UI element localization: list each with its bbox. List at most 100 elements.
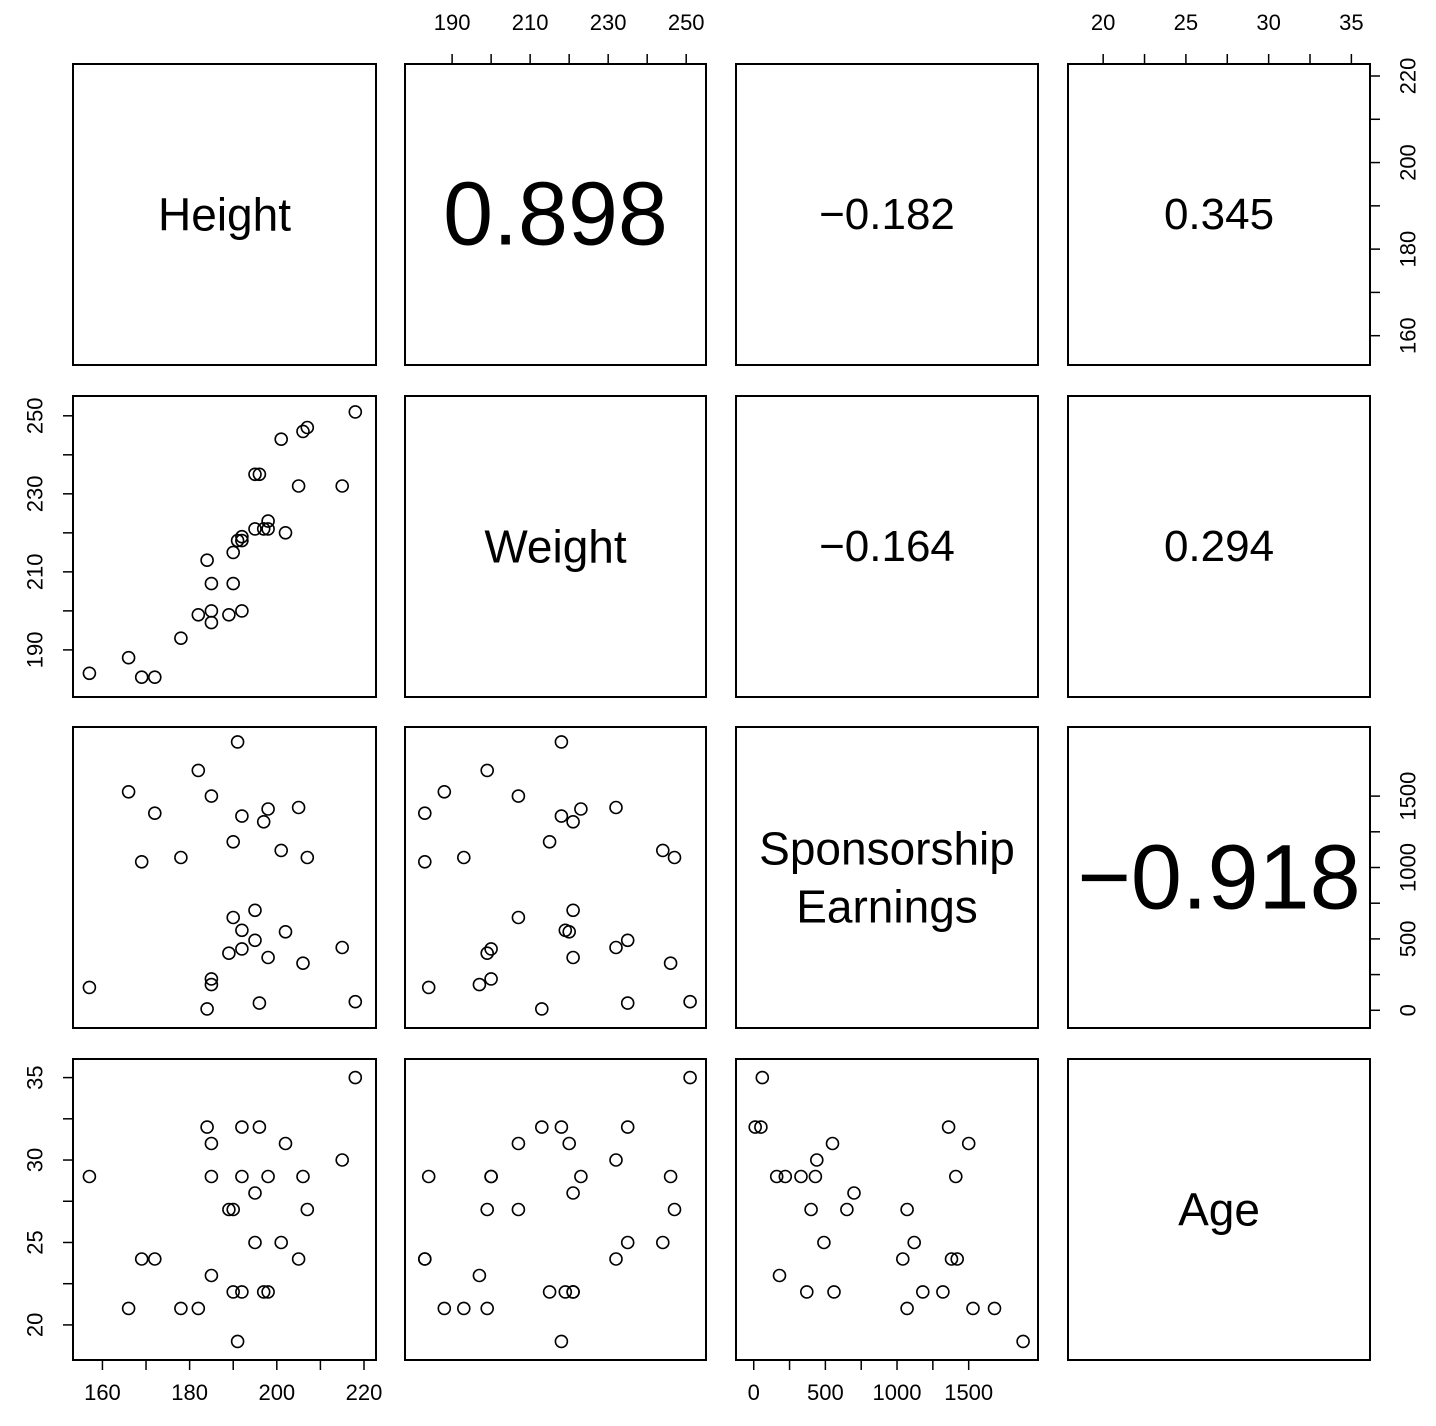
point-sponsorship-earnings-vs-height-15	[235, 923, 249, 938]
tick-label-sponsorship-earnings: 1000	[873, 1380, 922, 1405]
point-weight-vs-height-14	[235, 604, 249, 618]
point-sponsorship-earnings-vs-weight-13	[554, 735, 569, 749]
point-age-vs-weight-21	[574, 1169, 588, 1184]
point-weight-vs-height-20	[256, 522, 271, 536]
point-sponsorship-earnings-vs-height-25	[291, 800, 306, 815]
panel-weight-vs-sponsorship-earnings	[735, 395, 1039, 698]
point-sponsorship-earnings-vs-weight-0	[421, 980, 436, 995]
point-sponsorship-earnings-vs-weight-4	[456, 850, 471, 865]
point-weight-vs-height-5	[191, 607, 206, 622]
point-age-vs-height-27	[300, 1202, 315, 1217]
point-age-vs-sponsorship-earnings-18	[817, 1235, 831, 1250]
point-weight-vs-height-10	[222, 607, 236, 622]
point-age-vs-weight-5	[480, 1301, 495, 1316]
point-sponsorship-earnings-vs-weight-1	[437, 784, 452, 799]
point-age-vs-height-13	[230, 1334, 245, 1349]
point-weight-vs-height-21	[261, 514, 275, 528]
tick-label-sponsorship-earnings: 1500	[944, 1380, 993, 1405]
point-age-vs-height-28	[335, 1153, 350, 1167]
point-age-vs-sponsorship-earnings-20	[936, 1285, 950, 1299]
point-age-vs-sponsorship-earnings-3	[944, 1252, 959, 1266]
point-sponsorship-earnings-vs-height-21	[261, 802, 275, 816]
point-weight-vs-height-16	[235, 533, 249, 548]
tick-label-height: 200	[258, 1380, 295, 1405]
point-age-vs-weight-9	[472, 1268, 487, 1283]
correlation-weight-sponsorship-earnings: −0.164	[819, 522, 955, 571]
tick-label-age: 25	[23, 1230, 48, 1254]
tick-label-weight: 210	[23, 553, 48, 590]
point-age-vs-weight-22	[566, 1285, 580, 1299]
point-sponsorship-earnings-vs-weight-11	[542, 834, 557, 849]
point-weight-vs-height-4	[174, 631, 188, 646]
point-sponsorship-earnings-vs-height-3	[148, 806, 162, 821]
point-age-vs-sponsorship-earnings-2	[895, 1252, 910, 1266]
tick-label-weight: 190	[23, 632, 48, 669]
point-age-vs-height-4	[174, 1301, 188, 1316]
point-age-vs-height-26	[296, 1169, 310, 1184]
point-age-vs-sponsorship-earnings-13	[1016, 1334, 1030, 1349]
point-weight-vs-height-3	[148, 670, 162, 685]
point-sponsorship-earnings-vs-weight-27	[667, 850, 682, 865]
point-sponsorship-earnings-vs-height-6	[200, 1002, 214, 1016]
point-age-vs-weight-14	[484, 1169, 498, 1184]
tick-label-sponsorship-earnings: 1500	[1396, 772, 1421, 821]
point-age-vs-sponsorship-earnings-1	[966, 1301, 980, 1316]
correlation-sponsorship-earnings-age: −0.918	[1077, 827, 1360, 929]
point-sponsorship-earnings-vs-height-9	[204, 977, 219, 992]
point-age-vs-sponsorship-earnings-5	[987, 1301, 1002, 1316]
point-age-vs-weight-7	[511, 1136, 526, 1151]
point-sponsorship-earnings-vs-weight-29	[683, 994, 697, 1009]
point-sponsorship-earnings-vs-weight-7	[511, 789, 526, 803]
point-age-vs-weight-4	[456, 1301, 471, 1316]
point-age-vs-sponsorship-earnings-22	[799, 1285, 814, 1299]
tick-label-sponsorship-earnings: 500	[1396, 921, 1421, 958]
panel-height-vs-height	[72, 63, 377, 366]
variable-label-sponsorship-earnings: Earnings	[796, 881, 978, 933]
point-age-vs-height-0	[82, 1169, 97, 1184]
point-age-vs-sponsorship-earnings-6	[748, 1120, 763, 1134]
point-weight-vs-height-27	[300, 420, 315, 435]
point-sponsorship-earnings-vs-weight-24	[562, 924, 577, 939]
correlation-height-age: 0.345	[1164, 190, 1274, 239]
tick-label-height: 160	[84, 1380, 121, 1405]
point-sponsorship-earnings-vs-height-19	[252, 996, 267, 1010]
point-age-vs-weight-3	[417, 1252, 432, 1266]
point-age-vs-weight-28	[609, 1153, 623, 1167]
point-age-vs-height-21	[261, 1169, 275, 1184]
point-age-vs-height-20	[256, 1285, 271, 1299]
tick-label-sponsorship-earnings: 0	[748, 1380, 760, 1405]
tick-label-height: 220	[346, 1380, 383, 1405]
point-age-vs-sponsorship-earnings-4	[900, 1301, 914, 1316]
tick-label-weight: 250	[23, 397, 48, 434]
variable-label-sponsorship-earnings: Sponsorship	[759, 823, 1015, 875]
point-sponsorship-earnings-vs-height-18	[248, 933, 262, 948]
tick-label-height: 200	[1396, 144, 1421, 181]
tick-label-age: 35	[1339, 10, 1363, 35]
panel-sponsorship-earnings-vs-sponsorship-earnings	[735, 726, 1039, 1029]
panel-age-vs-age	[1067, 1058, 1371, 1361]
point-sponsorship-earnings-vs-weight-18	[620, 933, 635, 948]
point-sponsorship-earnings-vs-height-17	[248, 903, 262, 918]
panel-sponsorship-earnings-vs-weight	[404, 726, 707, 1029]
point-sponsorship-earnings-vs-weight-23	[655, 843, 670, 858]
point-sponsorship-earnings-vs-height-22	[261, 950, 275, 965]
point-sponsorship-earnings-vs-height-0	[82, 980, 97, 995]
point-sponsorship-earnings-vs-height-27	[300, 850, 315, 865]
tick-label-age: 30	[1256, 10, 1280, 35]
point-sponsorship-earnings-vs-weight-19	[620, 996, 635, 1010]
point-age-vs-sponsorship-earnings-12	[840, 1202, 854, 1217]
point-age-vs-weight-10	[480, 1202, 495, 1217]
point-age-vs-sponsorship-earnings-19	[754, 1120, 768, 1134]
point-age-vs-weight-17	[566, 1186, 580, 1200]
point-sponsorship-earnings-vs-height-13	[230, 735, 245, 749]
point-sponsorship-earnings-vs-weight-9	[472, 977, 487, 992]
point-weight-vs-height-12	[226, 576, 240, 591]
tick-label-weight: 190	[434, 10, 471, 35]
point-age-vs-height-15	[235, 1285, 249, 1299]
point-sponsorship-earnings-vs-weight-17	[566, 903, 580, 918]
point-age-vs-height-3	[148, 1252, 162, 1266]
point-sponsorship-earnings-vs-weight-21	[574, 802, 588, 816]
point-age-vs-sponsorship-earnings-10	[804, 1202, 818, 1217]
panel-weight-vs-weight	[404, 395, 707, 698]
